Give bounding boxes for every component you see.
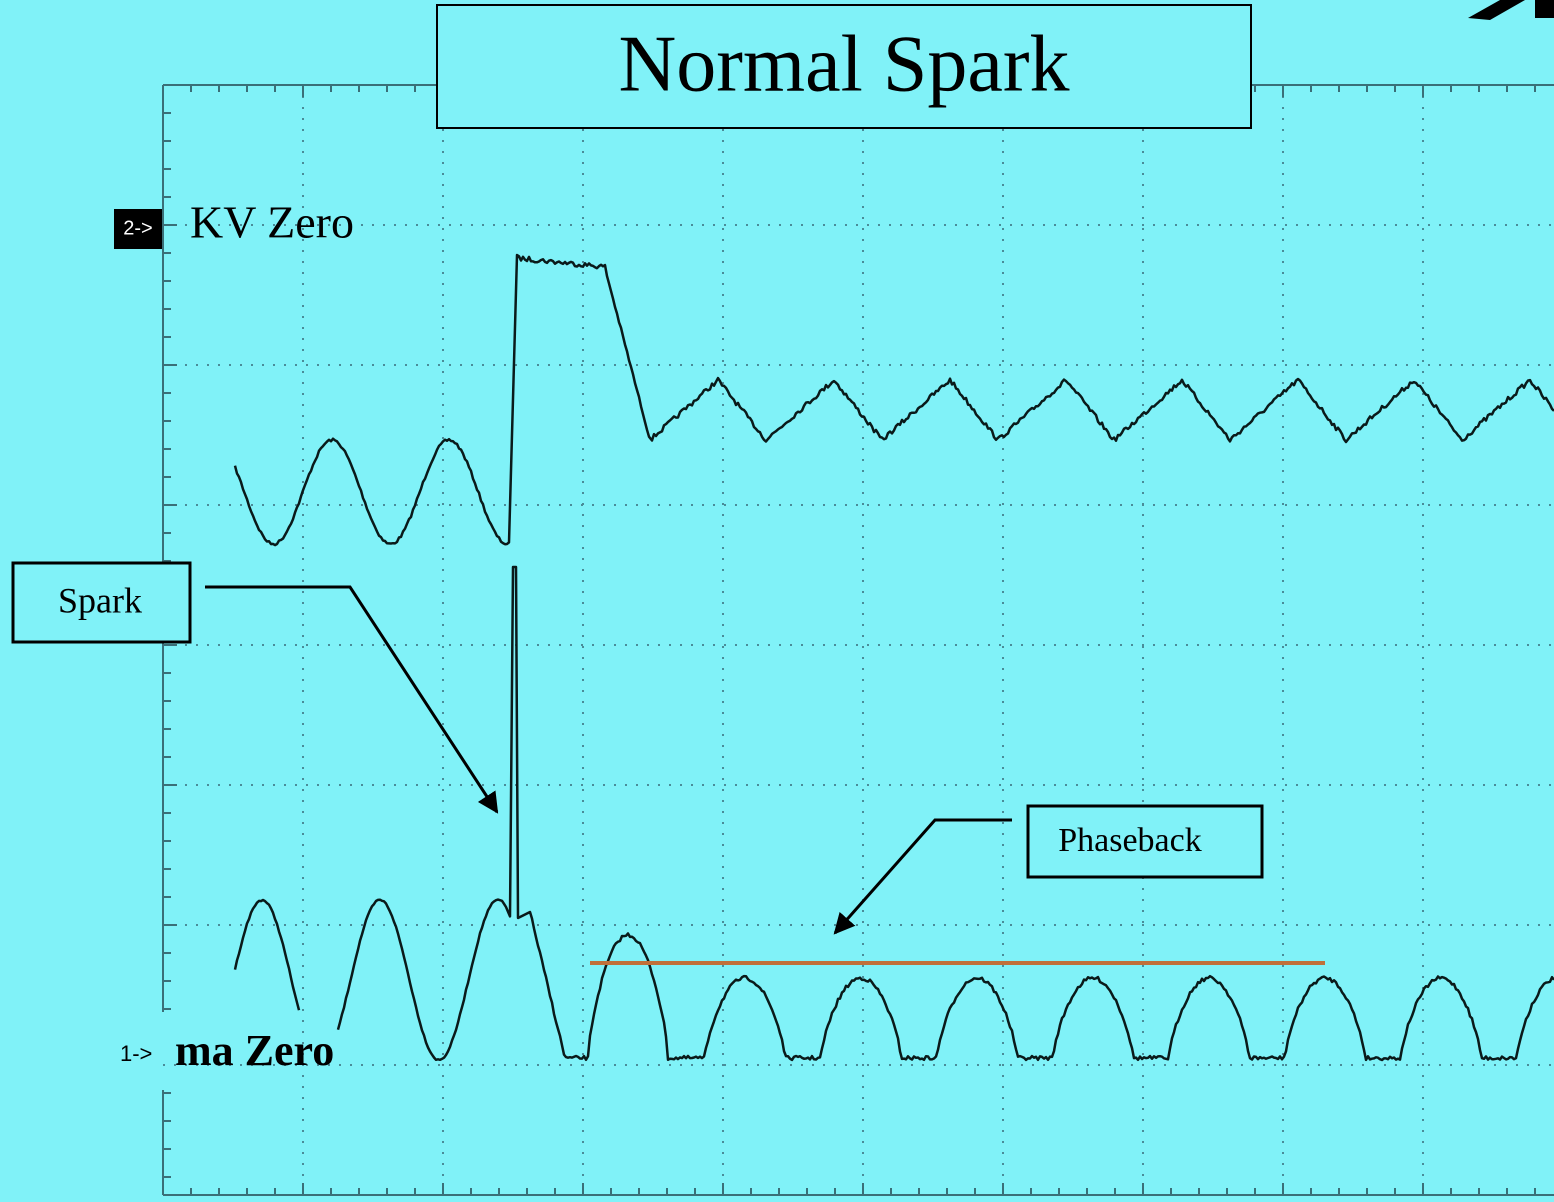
annotation-label: Spark	[58, 580, 142, 620]
channel-marker: 1->	[120, 1041, 152, 1066]
channel-label: ma Zero	[175, 1026, 334, 1075]
annotation-box	[1026, 804, 1264, 879]
channel-marker-box	[114, 209, 162, 249]
graticule	[162, 84, 1554, 1196]
ma-trace	[233, 565, 1554, 1062]
annotation-arrow	[205, 585, 499, 814]
annotation-label: Phaseback	[1058, 822, 1202, 859]
channel-label: KV Zero	[190, 197, 354, 248]
corner-logo-fragment	[1468, 0, 1525, 20]
title-box	[436, 4, 1252, 129]
annotation-box	[11, 561, 192, 644]
channel-marker: 2->	[123, 217, 152, 239]
title: Normal Spark	[618, 20, 1069, 108]
annotation-arrow	[833, 818, 1012, 935]
kv-trace	[233, 253, 1554, 547]
corner-logo-fragment	[1535, 0, 1554, 18]
